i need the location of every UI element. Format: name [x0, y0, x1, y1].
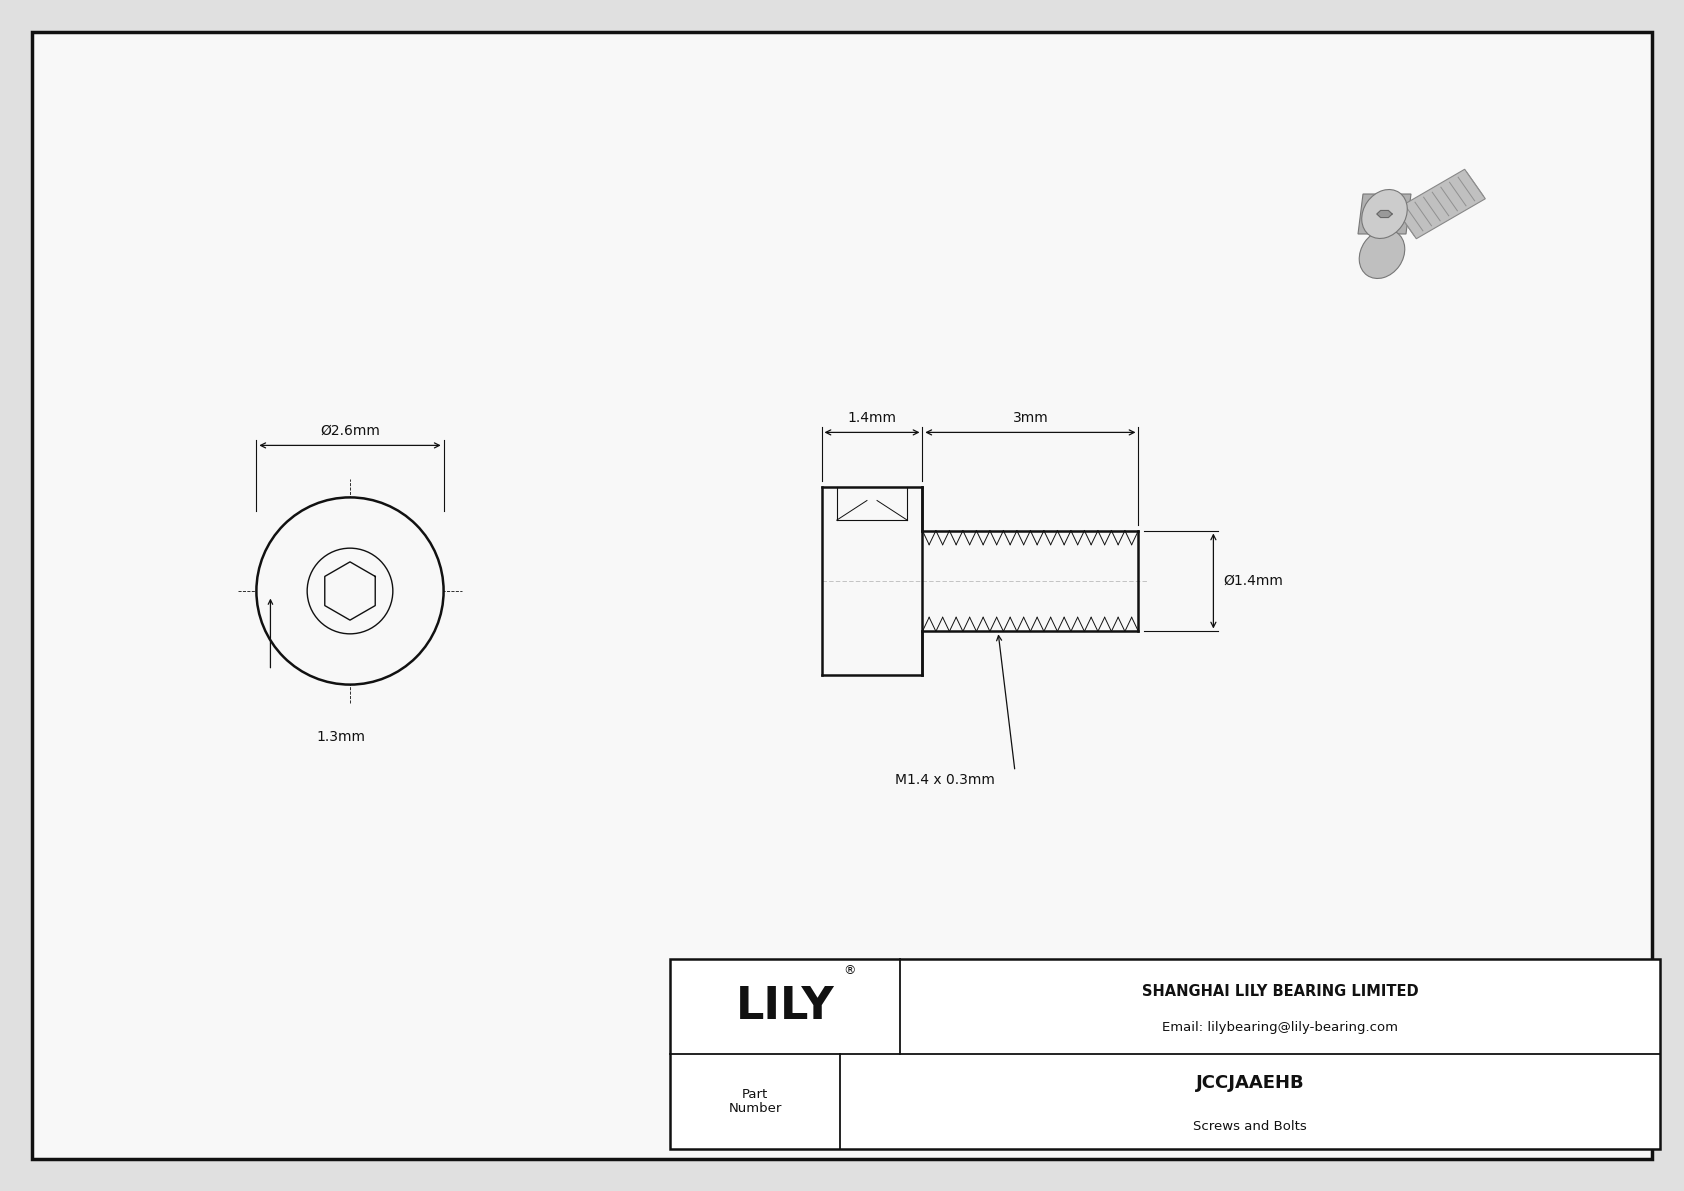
Text: 1.4mm: 1.4mm: [847, 411, 896, 425]
Text: Ø2.6mm: Ø2.6mm: [320, 423, 381, 437]
Bar: [670, 959, 1660, 1149]
Text: ®: ®: [844, 964, 855, 977]
Circle shape: [256, 498, 443, 685]
Text: Screws and Bolts: Screws and Bolts: [1194, 1120, 1307, 1133]
Polygon shape: [1357, 194, 1411, 233]
Text: M1.4 x 0.3mm: M1.4 x 0.3mm: [894, 773, 995, 786]
Text: 1.3mm: 1.3mm: [317, 730, 365, 743]
Polygon shape: [1396, 169, 1485, 238]
Circle shape: [306, 548, 392, 634]
Polygon shape: [1378, 211, 1393, 218]
Text: JCCJAAEHB: JCCJAAEHB: [1196, 1073, 1305, 1091]
Ellipse shape: [1362, 189, 1408, 238]
Text: Part
Number: Part Number: [727, 1087, 781, 1116]
Text: LILY: LILY: [736, 985, 834, 1028]
Text: Email: lilybearing@lily-bearing.com: Email: lilybearing@lily-bearing.com: [1162, 1021, 1398, 1034]
Text: SHANGHAI LILY BEARING LIMITED: SHANGHAI LILY BEARING LIMITED: [1142, 984, 1418, 999]
Text: 3mm: 3mm: [1012, 411, 1047, 425]
Text: Ø1.4mm: Ø1.4mm: [1223, 574, 1283, 588]
Ellipse shape: [1359, 230, 1404, 279]
